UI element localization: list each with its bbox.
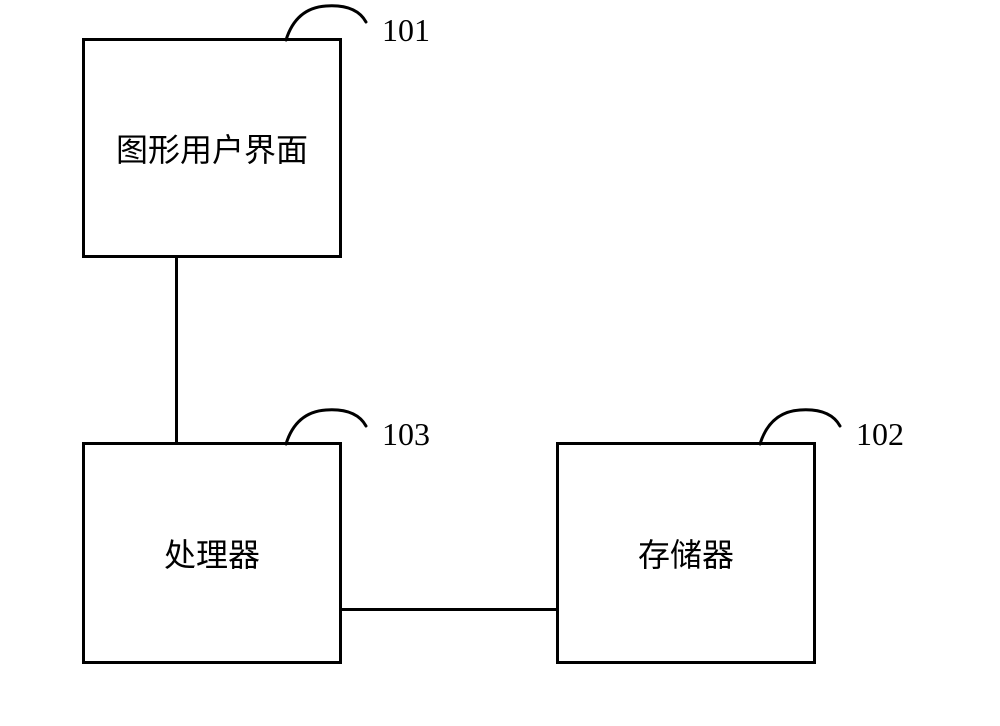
edge-gui-processor [175, 258, 178, 442]
node-storage: 存储器 [556, 442, 816, 664]
node-gui: 图形用户界面 [82, 38, 342, 258]
node-processor: 处理器 [82, 442, 342, 664]
callout-arc-gui [276, 0, 376, 42]
node-gui-label: 图形用户界面 [116, 125, 308, 171]
node-storage-label: 存储器 [638, 530, 734, 576]
callout-num-processor: 103 [382, 416, 430, 453]
callout-arc-processor [276, 404, 376, 446]
node-processor-label: 处理器 [164, 530, 260, 576]
block-diagram: 图形用户界面 101 处理器 103 存储器 102 [0, 0, 1000, 726]
callout-arc-storage [750, 404, 850, 446]
callout-num-gui: 101 [382, 12, 430, 49]
edge-processor-storage [342, 608, 556, 611]
callout-num-storage: 102 [856, 416, 904, 453]
